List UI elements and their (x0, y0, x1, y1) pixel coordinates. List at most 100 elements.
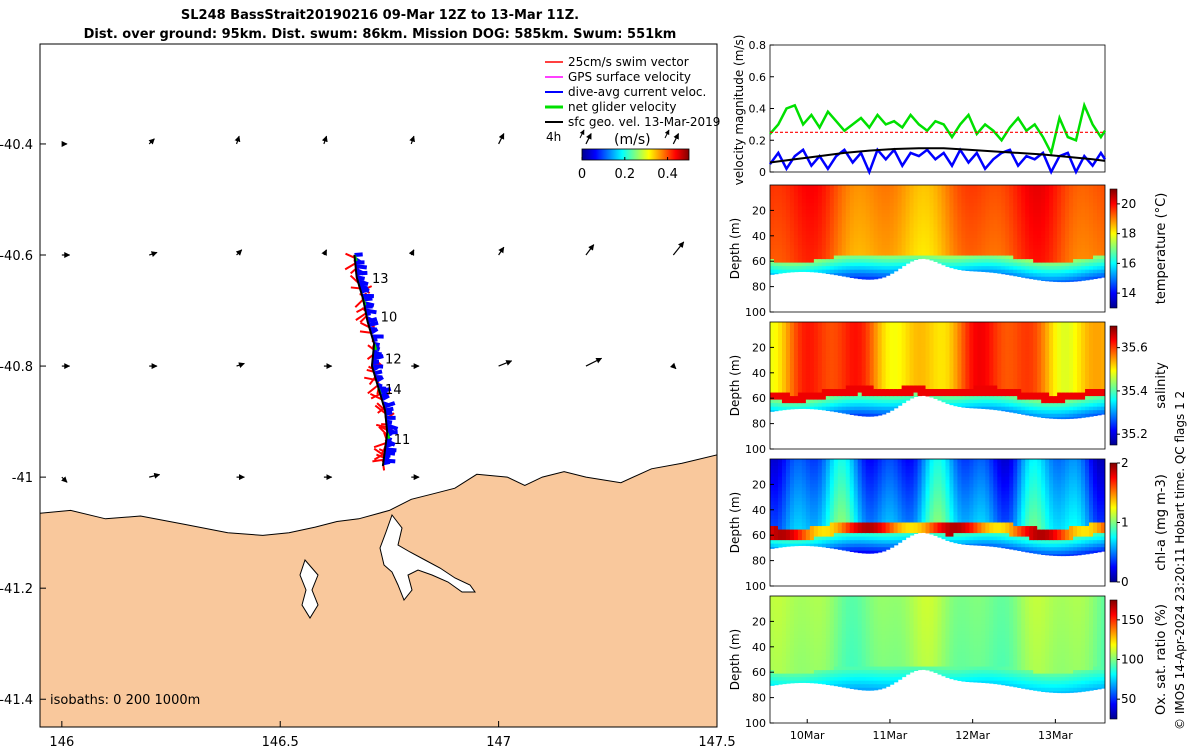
section-cell (797, 234, 803, 239)
section-cell (793, 504, 799, 509)
section-cell (801, 185, 807, 190)
section-cell (837, 206, 843, 211)
section-cell (1089, 360, 1094, 365)
section-cell (1033, 385, 1038, 390)
section-cell (813, 487, 819, 492)
section-cell (945, 378, 951, 383)
section-cell (841, 248, 847, 253)
section-cell (825, 487, 831, 492)
section-cell (773, 389, 779, 394)
section-cell (813, 252, 819, 257)
section-cell (829, 357, 835, 362)
section-cell (1093, 255, 1098, 260)
swim-vector (373, 447, 385, 457)
section-cell (1033, 364, 1038, 369)
section-cell (877, 332, 883, 337)
section-cell (845, 339, 851, 344)
section-cell (913, 213, 919, 218)
surface-vector (409, 135, 415, 145)
section-cell (917, 357, 923, 362)
section-cell (869, 371, 875, 376)
section-cell (1021, 202, 1026, 207)
section-cell (997, 230, 1002, 235)
section-cell (1037, 378, 1042, 383)
section-cell (857, 185, 863, 190)
section-cell (1017, 381, 1022, 387)
section-cell (921, 332, 927, 337)
section-cell (1089, 339, 1094, 344)
section-cell (945, 385, 951, 390)
section-cell (905, 262, 911, 264)
section-cell (1097, 367, 1102, 372)
section-cell (833, 410, 839, 413)
section-cell (881, 325, 887, 330)
section-cell (905, 188, 911, 193)
section-cell (897, 403, 903, 406)
section-cell (797, 237, 803, 243)
section-cell (781, 188, 787, 193)
section-cell (977, 336, 982, 341)
section-cell (781, 469, 787, 474)
section-cell (865, 195, 871, 200)
dive-avg-current-vector (360, 286, 370, 294)
section-cell (777, 346, 783, 351)
section-cell (825, 353, 831, 358)
dive-avg-current-vector (354, 252, 363, 258)
section-cell (897, 360, 903, 365)
section-cell (941, 213, 947, 218)
section-cell (817, 515, 823, 520)
section-cell (877, 389, 883, 394)
section-cell (845, 371, 851, 376)
section-cell (801, 329, 807, 334)
section-cell (809, 241, 815, 246)
section-cell (901, 262, 907, 267)
section-cell (909, 202, 915, 207)
section-cell (793, 360, 799, 365)
section-cell (1049, 392, 1054, 397)
section-cell (1069, 339, 1074, 344)
section-cell (829, 230, 835, 235)
section-cell (865, 227, 871, 232)
section-cell (1001, 216, 1006, 221)
section-cell (797, 322, 803, 327)
section-cell (1097, 360, 1102, 365)
section-cell (821, 501, 827, 506)
section-cell (833, 396, 839, 401)
section-cell (813, 540, 819, 545)
section-cell (825, 399, 831, 404)
section-cell (965, 259, 971, 264)
section-cell (785, 343, 791, 348)
section-cell (929, 230, 935, 235)
section-cell (845, 273, 851, 278)
section-cell (873, 385, 879, 390)
section-cell (1041, 367, 1046, 372)
section-cell (869, 410, 875, 415)
section-cell (1025, 339, 1030, 344)
section-cell (770, 462, 775, 467)
section-cell (793, 192, 799, 197)
section-cell (957, 202, 963, 207)
section-cell (1101, 244, 1105, 250)
section-cell (865, 259, 871, 264)
section-cell (925, 385, 931, 390)
section-cell (961, 230, 967, 235)
section-cell (881, 244, 887, 250)
section-cell (869, 332, 875, 337)
section-cell (1029, 216, 1034, 221)
section-cell (781, 325, 787, 330)
section-cell (977, 213, 982, 218)
section-cell (1009, 269, 1014, 274)
section-cell (817, 490, 823, 495)
section-cell (1017, 389, 1022, 394)
section-cell (833, 255, 839, 260)
section-cell (1073, 346, 1078, 351)
section-cell (897, 343, 903, 348)
section-cell (997, 209, 1002, 214)
section-cell (985, 399, 990, 404)
section-cell (781, 406, 787, 411)
velocity-ytick-label: 0.4 (749, 103, 767, 116)
section-cell (1069, 230, 1074, 235)
section-cell (789, 220, 795, 225)
section-cell (781, 494, 787, 499)
section-cell (793, 399, 799, 404)
